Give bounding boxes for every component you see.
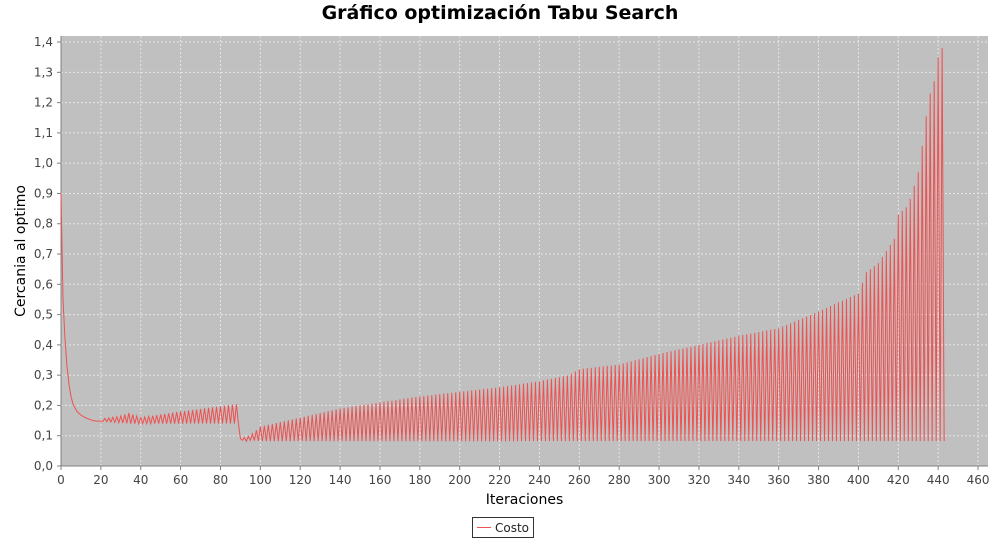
x-tick-label: 60 [173,473,188,487]
y-tick-label: 0,5 [34,308,53,322]
x-tick-label: 320 [687,473,710,487]
x-tick-label: 460 [967,473,990,487]
x-tick-label: 20 [93,473,108,487]
y-tick-label: 0,1 [34,429,53,443]
x-tick-label: 0 [57,473,65,487]
x-tick-label: 300 [648,473,671,487]
y-tick-label: 0,0 [34,459,53,473]
x-tick-label: 380 [807,473,830,487]
x-tick-label: 140 [329,473,352,487]
x-tick-label: 280 [608,473,631,487]
x-tick-label: 260 [568,473,591,487]
y-tick-label: 0,8 [34,217,53,231]
x-tick-label: 160 [369,473,392,487]
x-tick-label: 240 [528,473,551,487]
y-tick-label: 1,2 [34,96,53,110]
x-tick-label: 220 [488,473,511,487]
x-axis-label: Iteraciones [486,492,564,508]
y-tick-label: 0,4 [34,338,53,352]
x-tick-label: 80 [213,473,228,487]
x-tick-label: 440 [927,473,950,487]
series-layer [60,48,945,443]
legend: Costo [472,517,535,538]
y-tick-label: 1,1 [34,126,53,140]
y-tick-label: 0,9 [34,186,53,200]
x-tick-label: 400 [847,473,870,487]
x-tick-label: 120 [289,473,312,487]
y-tick-label: 0,6 [34,277,53,291]
x-tick-label: 200 [448,473,471,487]
y-tick-label: 0,2 [34,398,53,412]
chart-title: Gráfico optimización Tabu Search [321,2,679,24]
series-line-costo [60,48,945,443]
x-tick-label: 100 [249,473,272,487]
y-tick-label: 1,3 [34,65,53,79]
legend-swatch [477,527,491,528]
y-tick-label: 0,3 [34,368,53,382]
legend-label: Costo [495,520,530,535]
y-tick-label: 0,7 [34,247,53,261]
x-tick-label: 340 [727,473,750,487]
x-tick-label: 180 [408,473,431,487]
y-tick-label: 1,4 [34,35,53,49]
y-axis-label: Cercania al optimo [13,185,29,317]
y-tick-label: 1,0 [34,156,53,170]
x-tick-label: 420 [887,473,910,487]
x-tick-label: 40 [133,473,148,487]
x-tick-label: 360 [767,473,790,487]
axes: 0 20 40 60 80 100 120 140 160 180 200 220 240 260 280 3… [34,35,990,487]
